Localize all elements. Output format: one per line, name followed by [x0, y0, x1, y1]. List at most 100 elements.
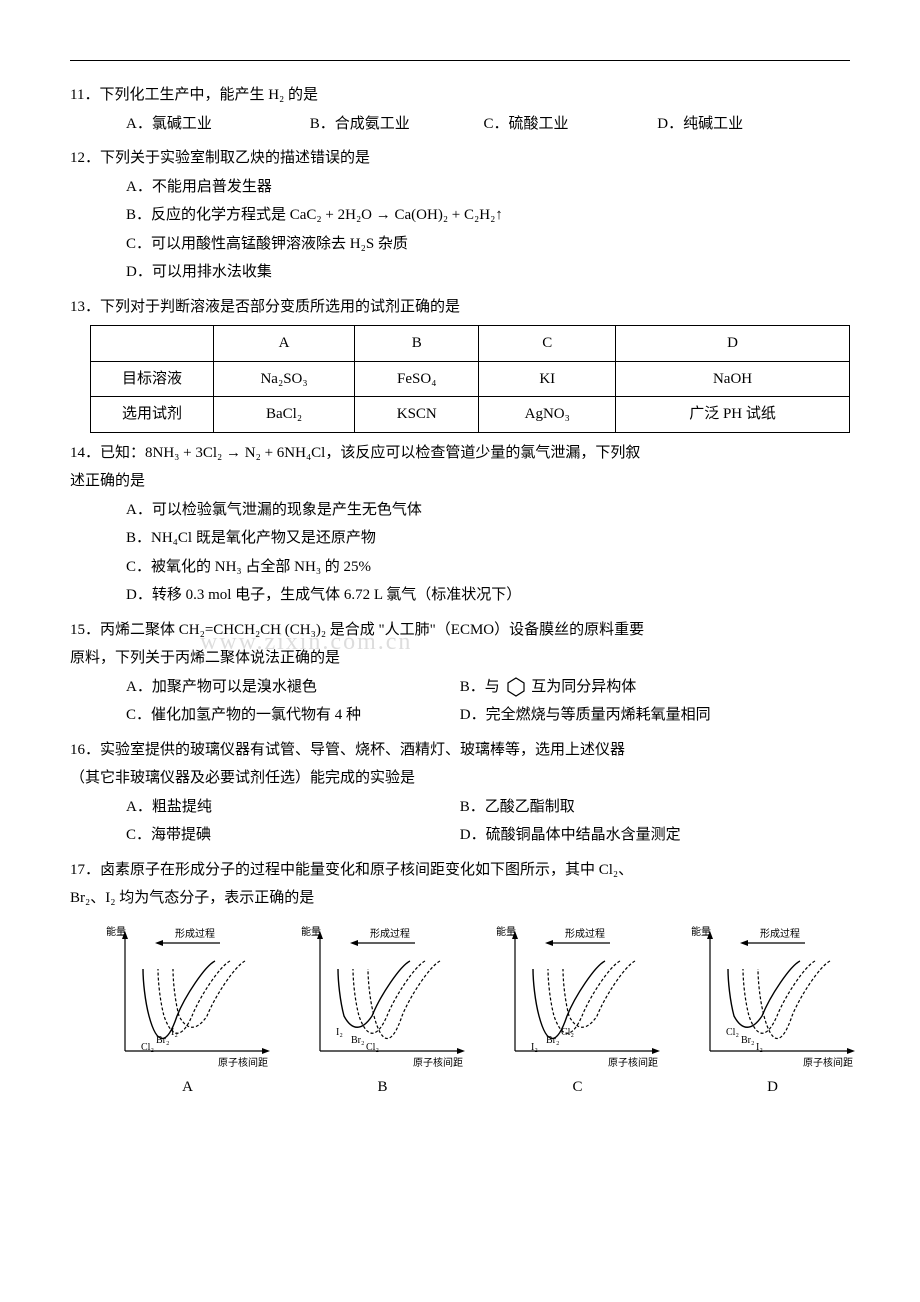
label-a: A — [100, 1073, 275, 1102]
q12-opt-d: D．可以用排水法收集 — [70, 258, 850, 287]
q15-opt-c: C．催化加氢产物的一氯代物有 4 种 — [126, 701, 456, 730]
svg-text:能量: 能量 — [301, 925, 321, 938]
cell: AgNO₃ — [479, 397, 616, 433]
label-d: D — [685, 1073, 860, 1102]
chart-c: 能量原子核间距 形成过程 I₂ Br₂Cl₂ — [490, 921, 665, 1071]
q13-stem: 13．下列对于判断溶液是否部分变质所选用的试剂正确的是 — [70, 293, 850, 322]
label-b: B — [295, 1073, 470, 1102]
q12-opt-a: A．不能用启普发生器 — [70, 173, 850, 202]
q12-opt-c: C．可以用酸性高锰酸钾溶液除去 H₂S 杂质 — [70, 230, 850, 259]
svg-text:原子核间距: 原子核间距 — [803, 1056, 853, 1069]
q15-b-post: 互为同分异构体 — [531, 673, 636, 702]
svg-text:Cl₂: Cl₂ — [366, 1042, 379, 1053]
svg-text:Cl₂: Cl₂ — [561, 1027, 574, 1038]
table-row: 选用试剂 BaCl₂ KSCN AgNO₃ 广泛 PH 试纸 — [91, 397, 850, 433]
svg-text:能量: 能量 — [106, 925, 126, 938]
q16-stem1: 16．实验室提供的玻璃仪器有试管、导管、烧杯、酒精灯、玻璃棒等，选用上述仪器 — [70, 736, 850, 765]
cell: 目标溶液 — [91, 361, 214, 397]
q12-stem: 12．下列关于实验室制取乙炔的描述错误的是 — [70, 144, 850, 173]
q14-opt-b: B．NH₄Cl 既是氧化产物又是还原产物 — [70, 524, 850, 553]
q16-row2: C．海带提碘 D．硫酸铜晶体中结晶水含量测定 — [70, 821, 850, 850]
label-c: C — [490, 1073, 665, 1102]
svg-text:I₂: I₂ — [531, 1042, 538, 1053]
svg-text:I₂: I₂ — [336, 1027, 343, 1038]
svg-text:I₂: I₂ — [171, 1027, 178, 1038]
q15-row2: C．催化加氢产物的一氯代物有 4 种 D．完全燃烧与等质量丙烯耗氧量相同 — [70, 701, 850, 730]
chart-d: 能量原子核间距 形成过程 Cl₂Br₂I₂ — [685, 921, 860, 1071]
q11-stem: 11．下列化工生产中，能产生 H₂ 的是 — [70, 81, 850, 110]
q15-row1: A．加聚产物可以是溴水褪色 B．与 互为同分异构体 — [70, 673, 850, 702]
cell: B — [355, 326, 479, 362]
svg-text:I₂: I₂ — [756, 1042, 763, 1053]
svg-text:Br₂: Br₂ — [741, 1035, 755, 1046]
chart-a: 能量原子核间距 形成过程 Cl₂Br₂I₂ — [100, 921, 275, 1071]
svg-text:能量: 能量 — [691, 925, 711, 938]
cell: C — [479, 326, 616, 362]
hexagon-icon — [506, 677, 526, 697]
question-12: 12．下列关于实验室制取乙炔的描述错误的是 A．不能用启普发生器 B．反应的化学… — [70, 144, 850, 287]
q16-opt-d: D．硫酸铜晶体中结晶水含量测定 — [460, 821, 681, 850]
cell: 广泛 PH 试纸 — [616, 397, 850, 433]
q16-opt-b: B．乙酸乙酯制取 — [460, 793, 575, 822]
q14-opt-d: D．转移 0.3 mol 电子，生成气体 6.72 L 氯气（标准状况下） — [70, 581, 850, 610]
q15-opt-b: B．与 互为同分异构体 — [460, 673, 637, 702]
q15-stem2: 原料，下列关于丙烯二聚体说法正确的是 — [70, 644, 850, 673]
q15-stem1: 15．丙烯二聚体 CH₂=CHCH₂CH (CH₃)₂ 是合成 "人工肺"（EC… — [70, 616, 850, 645]
question-13: 13．下列对于判断溶液是否部分变质所选用的试剂正确的是 A B C D 目标溶液… — [70, 293, 850, 433]
svg-text:能量: 能量 — [496, 925, 516, 938]
q12-opt-b: B．反应的化学方程式是 CaC₂ + 2H₂O → Ca(OH)₂ + C₂H₂… — [70, 201, 850, 230]
cell: BaCl₂ — [214, 397, 355, 433]
q17-stem1: 17．卤素原子在形成分子的过程中能量变化和原子核间距变化如下图所示，其中 Cl₂… — [70, 856, 850, 885]
q17-stem2: Br₂、I₂ 均为气态分子，表示正确的是 — [70, 884, 850, 913]
table-row: A B C D — [91, 326, 850, 362]
chart-b: 能量原子核间距 形成过程 I₂ Br₂Cl₂ — [295, 921, 470, 1071]
cell: NaOH — [616, 361, 850, 397]
question-14: 14．已知：8NH₃ + 3Cl₂ → N₂ + 6NH₄Cl，该反应可以检查管… — [70, 439, 850, 610]
cell — [91, 326, 214, 362]
svg-text:形成过程: 形成过程 — [175, 927, 215, 940]
q17-charts: 能量原子核间距形成过程Cl₂Br₂I₂ 能量原子核间距形成过程I₂Br₂Cl₂ … — [100, 921, 860, 1071]
cell: FeSO₄ — [355, 361, 479, 397]
svg-text:形成过程: 形成过程 — [760, 927, 800, 940]
top-rule — [70, 60, 850, 61]
question-16: 16．实验室提供的玻璃仪器有试管、导管、烧杯、酒精灯、玻璃棒等，选用上述仪器 （… — [70, 736, 850, 850]
question-15: 15．丙烯二聚体 CH₂=CHCH₂CH (CH₃)₂ 是合成 "人工肺"（EC… — [70, 616, 850, 730]
svg-text:形成过程: 形成过程 — [565, 927, 605, 940]
svg-text:Br₂: Br₂ — [156, 1035, 170, 1046]
cell: A — [214, 326, 355, 362]
q16-row1: A．粗盐提纯 B．乙酸乙酯制取 — [70, 793, 850, 822]
q15-opt-d: D．完全燃烧与等质量丙烯耗氧量相同 — [460, 701, 711, 730]
svg-text:Cl₂: Cl₂ — [141, 1042, 154, 1053]
svg-text:原子核间距: 原子核间距 — [608, 1056, 658, 1069]
svg-text:Br₂: Br₂ — [546, 1035, 560, 1046]
q11-opt-d: D．纯碱工业 — [657, 110, 743, 139]
q14-opt-a: A．可以检验氯气泄漏的现象是产生无色气体 — [70, 496, 850, 525]
q11-opt-a: A．氯碱工业 — [126, 110, 306, 139]
q16-stem2: （其它非玻璃仪器及必要试剂任选）能完成的实验是 — [70, 764, 850, 793]
svg-text:原子核间距: 原子核间距 — [218, 1056, 268, 1069]
cell: Na₂SO₃ — [214, 361, 355, 397]
question-11: 11．下列化工生产中，能产生 H₂ 的是 A．氯碱工业 B．合成氨工业 C．硫酸… — [70, 81, 850, 138]
q15-b-pre: B．与 — [460, 673, 500, 702]
q16-opt-a: A．粗盐提纯 — [126, 793, 456, 822]
q11-opt-b: B．合成氨工业 — [310, 110, 480, 139]
svg-text:原子核间距: 原子核间距 — [413, 1056, 463, 1069]
cell: D — [616, 326, 850, 362]
cell: 选用试剂 — [91, 397, 214, 433]
cell: KI — [479, 361, 616, 397]
svg-text:Br₂: Br₂ — [351, 1035, 365, 1046]
q14-opt-c: C．被氧化的 NH₃ 占全部 NH₃ 的 25% — [70, 553, 850, 582]
q14-stem2: 述正确的是 — [70, 467, 850, 496]
svg-text:形成过程: 形成过程 — [370, 927, 410, 940]
svg-text:Cl₂: Cl₂ — [726, 1027, 739, 1038]
q16-opt-c: C．海带提碘 — [126, 821, 456, 850]
q17-labels: A B C D — [100, 1073, 860, 1102]
q14-stem1: 14．已知：8NH₃ + 3Cl₂ → N₂ + 6NH₄Cl，该反应可以检查管… — [70, 439, 850, 468]
q11-options: A．氯碱工业 B．合成氨工业 C．硫酸工业 D．纯碱工业 — [70, 110, 850, 139]
q11-opt-c: C．硫酸工业 — [484, 110, 654, 139]
table-row: 目标溶液 Na₂SO₃ FeSO₄ KI NaOH — [91, 361, 850, 397]
q15-opt-a: A．加聚产物可以是溴水褪色 — [126, 673, 456, 702]
cell: KSCN — [355, 397, 479, 433]
q13-table: A B C D 目标溶液 Na₂SO₃ FeSO₄ KI NaOH 选用试剂 B… — [90, 325, 850, 433]
question-17: 17．卤素原子在形成分子的过程中能量变化和原子核间距变化如下图所示，其中 Cl₂… — [70, 856, 850, 1102]
